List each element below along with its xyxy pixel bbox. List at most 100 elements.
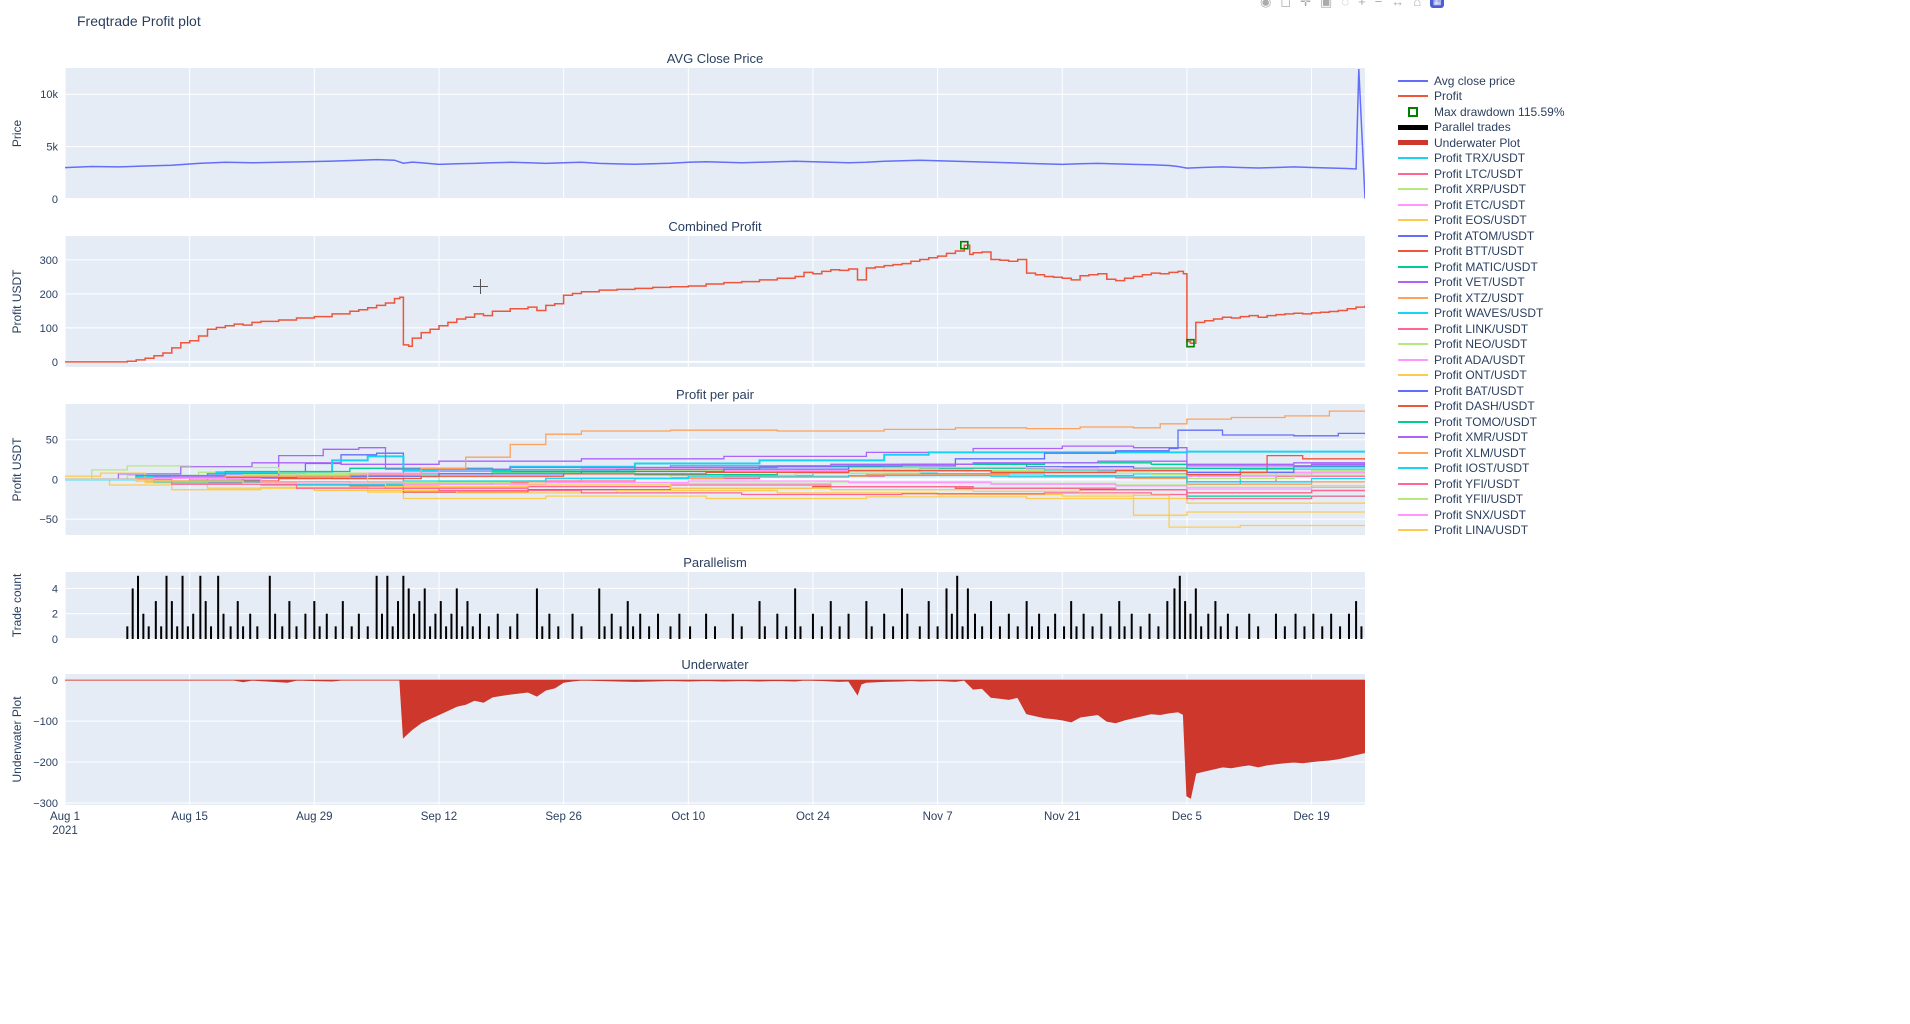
legend-item-profit-snx-usdt[interactable]: Profit SNX/USDT [1398, 507, 1565, 523]
box-select-icon[interactable]: ▣ [1320, 0, 1333, 9]
legend-label: Profit LTC/USDT [1434, 166, 1524, 181]
plotly-logo[interactable]: ▦ [1430, 0, 1445, 8]
trade-count-bar [535, 588, 538, 639]
legend-line-swatch [1398, 405, 1428, 408]
legend-item-profit-bat-usdt[interactable]: Profit BAT/USDT [1398, 383, 1565, 399]
legend-item-profit-yfi-usdt[interactable]: Profit YFI/USDT [1398, 476, 1565, 492]
trade-count-bar [936, 626, 939, 639]
legend-item-profit-xlm-usdt[interactable]: Profit XLM/USDT [1398, 445, 1565, 461]
zoom-icon[interactable]: ◻ [1280, 0, 1292, 9]
x-tick-label: Dec 19 [1293, 811, 1329, 823]
trade-count-bar [509, 626, 512, 639]
zoom-in-icon[interactable]: + [1358, 0, 1366, 9]
series-profit-dash-usdt [65, 454, 1365, 482]
trade-count-bar [288, 601, 291, 639]
trade-count-bar [313, 601, 316, 639]
trade-count-bar [883, 613, 886, 639]
legend-item-profit-etc-usdt[interactable]: Profit ETC/USDT [1398, 197, 1565, 213]
trade-count-bar [1075, 626, 1078, 639]
legend-item-max-drawdown-115-59[interactable]: Max drawdown 115.59% [1398, 104, 1565, 120]
trade-count-bar [1248, 613, 1251, 639]
legend-item-profit-neo-usdt[interactable]: Profit NEO/USDT [1398, 337, 1565, 353]
lasso-select-icon[interactable]: ◌ [1341, 0, 1350, 9]
legend-item-profit-xmr-usdt[interactable]: Profit XMR/USDT [1398, 430, 1565, 446]
trade-count-bar [478, 613, 481, 639]
legend-square-swatch [1408, 106, 1418, 117]
plot-area[interactable] [65, 68, 1365, 199]
legend-item-profit-xrp-usdt[interactable]: Profit XRP/USDT [1398, 182, 1565, 198]
legend-label: Profit BAT/USDT [1434, 383, 1524, 398]
trade-count-bar [966, 588, 969, 639]
trade-count-bar [1226, 613, 1229, 639]
trade-count-bar [516, 613, 519, 639]
legend-item-profit-yfii-usdt[interactable]: Profit YFII/USDT [1398, 492, 1565, 508]
trade-count-bar [626, 601, 629, 639]
series-profit-xmr-usdt [65, 447, 1365, 481]
trade-count-bar [461, 626, 464, 639]
legend-item-profit-ltc-usdt[interactable]: Profit LTC/USDT [1398, 166, 1565, 182]
trade-count-bar [571, 613, 574, 639]
legend-line-swatch [1398, 219, 1428, 222]
legend-item-parallel-trades[interactable]: Parallel trades [1398, 120, 1565, 136]
x-tick-label: Nov 7 [923, 811, 953, 823]
trade-count-bar [402, 575, 405, 639]
subplot-title: AVG Close Price [667, 51, 764, 66]
trade-count-bar [541, 626, 544, 639]
legend-label: Profit XTZ/USDT [1434, 290, 1525, 305]
legend-line-swatch [1398, 172, 1428, 175]
legend-item-profit[interactable]: Profit [1398, 89, 1565, 105]
underwater-area [65, 679, 1365, 799]
legend-item-profit-ont-usdt[interactable]: Profit ONT/USDT [1398, 368, 1565, 384]
legend-item-profit-waves-usdt[interactable]: Profit WAVES/USDT [1398, 306, 1565, 322]
legend-item-profit-link-usdt[interactable]: Profit LINK/USDT [1398, 321, 1565, 337]
y-axis-label: Profit USDT [10, 437, 24, 502]
y-tick-label: 50 [46, 435, 58, 447]
trade-count-bar [137, 575, 140, 639]
zoom-out-icon[interactable]: − [1374, 0, 1383, 9]
legend-item-profit-lina-usdt[interactable]: Profit LINA/USDT [1398, 523, 1565, 539]
legend-line-swatch [1398, 358, 1428, 361]
legend-item-profit-eos-usdt[interactable]: Profit EOS/USDT [1398, 213, 1565, 229]
legend-item-avg-close-price[interactable]: Avg close price [1398, 73, 1565, 89]
trade-count-bar [334, 626, 337, 639]
trade-count-bar [397, 601, 400, 639]
trade-count-bar [1038, 613, 1041, 639]
legend-item-profit-trx-usdt[interactable]: Profit TRX/USDT [1398, 151, 1565, 167]
legend-item-profit-atom-usdt[interactable]: Profit ATOM/USDT [1398, 228, 1565, 244]
legend-line-swatch [1398, 467, 1428, 470]
reset-axes-icon[interactable]: ⌂ [1413, 0, 1422, 9]
x-tick-sublabel: 2021 [52, 825, 78, 837]
legend-item-profit-iost-usdt[interactable]: Profit IOST/USDT [1398, 461, 1565, 477]
pan-icon[interactable]: ✛ [1300, 0, 1312, 9]
trade-count-bar [981, 626, 984, 639]
legend-item-profit-matic-usdt[interactable]: Profit MATIC/USDT [1398, 259, 1565, 275]
legend-item-profit-tomo-usdt[interactable]: Profit TOMO/USDT [1398, 414, 1565, 430]
legend-item-profit-vet-usdt[interactable]: Profit VET/USDT [1398, 275, 1565, 291]
legend-item-underwater-plot[interactable]: Underwater Plot [1398, 135, 1565, 151]
plot-area[interactable] [65, 236, 1365, 367]
legend-line-swatch [1398, 203, 1428, 206]
legend-label: Profit ADA/USDT [1434, 352, 1526, 367]
trade-count-bar [731, 613, 734, 639]
legend-line-swatch [1398, 140, 1428, 146]
trade-count-bar [1173, 588, 1176, 639]
camera-icon[interactable]: ◉ [1260, 0, 1272, 9]
legend-item-profit-btt-usdt[interactable]: Profit BTT/USDT [1398, 244, 1565, 260]
legend-label: Avg close price [1434, 73, 1516, 88]
trade-count-bar [714, 626, 716, 639]
trade-count-bar [341, 601, 344, 639]
trade-count-bar [407, 588, 410, 639]
legend-item-profit-dash-usdt[interactable]: Profit DASH/USDT [1398, 399, 1565, 415]
y-axis-label: Underwater Plot [10, 696, 24, 783]
trade-count-bar [450, 613, 453, 639]
modebar: ◉ ◻ ✛ ▣ ◌ + − ↔ ⌂ ▦ [1260, 0, 1445, 9]
trade-count-bar [1321, 626, 1324, 639]
legend-line-swatch [1398, 498, 1428, 501]
autoscale-icon[interactable]: ↔ [1391, 0, 1405, 9]
trade-count-bar [154, 601, 157, 639]
legend-item-profit-ada-usdt[interactable]: Profit ADA/USDT [1398, 352, 1565, 368]
legend-item-profit-xtz-usdt[interactable]: Profit XTZ/USDT [1398, 290, 1565, 306]
trade-count-bar [413, 613, 416, 639]
legend-line-swatch [1398, 234, 1428, 237]
